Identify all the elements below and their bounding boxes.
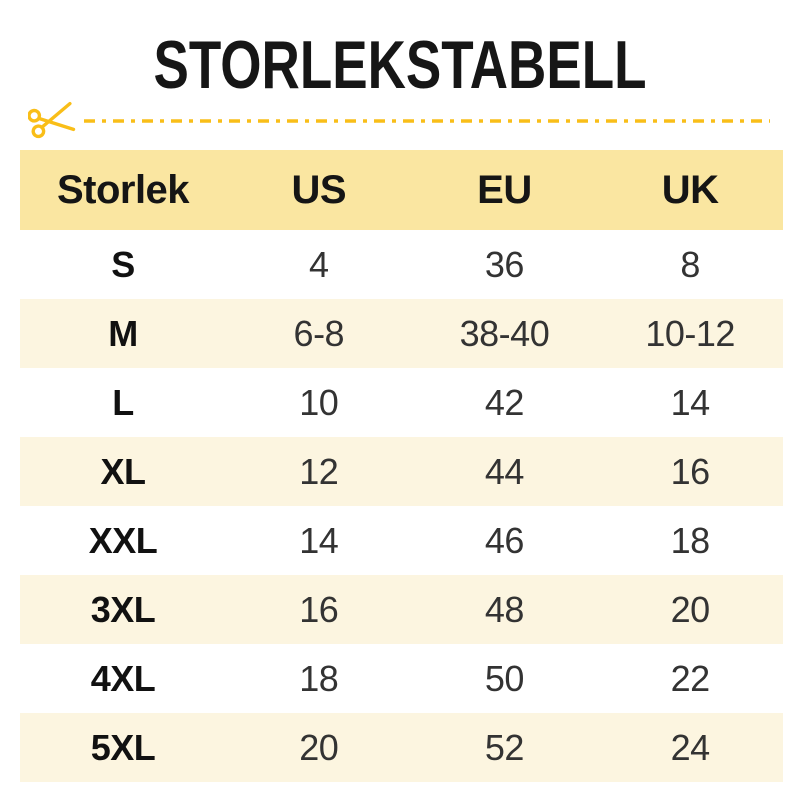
size-value-cell: 10-12 (645, 312, 735, 354)
size-value-cell: 12 (299, 450, 339, 492)
table-row-3xl: 3XL 16 48 20 (20, 575, 783, 644)
size-label-cell: S (111, 243, 135, 285)
header-cell: US (291, 167, 347, 212)
cut-dash-line (84, 119, 770, 123)
size-value-cell: 38-40 (459, 312, 550, 354)
table-row-s: S 4 36 8 (20, 230, 783, 299)
table-row-l: L 10 42 14 (20, 368, 783, 437)
size-value-cell: 4 (309, 243, 329, 285)
size-value-cell: 48 (484, 588, 525, 630)
table-row-xl: XL 12 44 16 (20, 437, 783, 506)
size-table: Storlek US EU UK S 4 36 8 M 6-8 38-40 10-12 L 10 42 14… (20, 150, 783, 782)
size-label-cell: L (112, 381, 134, 423)
size-label-cell: XL (100, 450, 146, 492)
size-value-cell: 6-8 (293, 312, 345, 354)
table-row-m: M 6-8 38-40 10-12 (20, 299, 783, 368)
size-value-cell: 16 (670, 450, 711, 492)
size-value-cell: 42 (484, 381, 525, 423)
size-label-cell: 5XL (90, 726, 156, 768)
table-row-4xl: 4XL 18 50 22 (20, 644, 783, 713)
size-value-cell: 22 (670, 657, 711, 699)
size-value-cell: 8 (680, 243, 700, 285)
size-value-cell: 18 (299, 657, 339, 699)
size-value-cell: 46 (484, 519, 525, 561)
size-label-cell: 4XL (90, 657, 156, 699)
size-value-cell: 16 (299, 588, 339, 630)
size-value-cell: 24 (670, 726, 711, 768)
size-value-cell: 20 (299, 726, 339, 768)
table-row-5xl: 5XL 20 52 24 (20, 713, 783, 782)
size-value-cell: 50 (484, 657, 525, 699)
size-label-cell: XXL (88, 519, 158, 561)
size-label-cell: M (108, 312, 138, 354)
header-cell: EU (477, 167, 532, 212)
cut-line (28, 96, 772, 144)
table-row-xxl: XXL 14 46 18 (20, 506, 783, 575)
size-value-cell: 36 (484, 243, 525, 285)
table-header-row: Storlek US EU UK (20, 150, 783, 230)
size-value-cell: 20 (670, 588, 711, 630)
header-cell: Storlek (56, 167, 190, 212)
size-value-cell: 14 (299, 519, 339, 561)
header-cell: UK (661, 167, 719, 212)
size-value-cell: 10 (299, 381, 339, 423)
size-value-cell: 14 (670, 381, 711, 423)
page-title: STORLEKSTABELL (153, 27, 647, 103)
size-value-cell: 52 (484, 726, 525, 768)
size-value-cell: 18 (670, 519, 711, 561)
size-label-cell: 3XL (90, 588, 156, 630)
size-value-cell: 44 (484, 450, 525, 492)
scissors-icon (28, 101, 76, 139)
